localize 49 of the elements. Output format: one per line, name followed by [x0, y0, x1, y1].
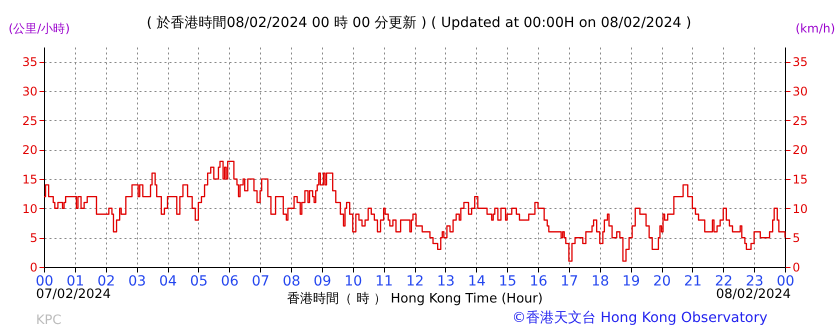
- y-tick-label: 15: [22, 172, 38, 186]
- x-tick-label: 11: [375, 274, 394, 290]
- x-tick-label: 20: [653, 274, 671, 290]
- x-tick-label: 12: [406, 274, 424, 290]
- x-tick-label: 22: [714, 274, 733, 290]
- x-tick-label: 01: [66, 274, 84, 290]
- y-tick-label: 30: [22, 84, 38, 98]
- y2-tick-label: 0: [792, 260, 800, 274]
- x-tick-label: 18: [591, 274, 610, 290]
- y2-axis-title: (km/h): [796, 22, 836, 36]
- x-axis-title: 香港時間（ 時 ） Hong Kong Time (Hour): [287, 292, 543, 306]
- x-tick-label: 19: [622, 274, 640, 290]
- x-tick-label: 21: [684, 274, 702, 290]
- x-tick-label: 17: [560, 274, 578, 290]
- y-tick-label: 10: [22, 202, 38, 216]
- y2-tick-label: 35: [792, 55, 808, 70]
- text: 07/02/2024: [36, 287, 111, 302]
- x-tick-label: 08: [282, 274, 300, 290]
- x-tick-label: 05: [190, 274, 208, 290]
- y2-tick-label: 30: [792, 84, 808, 98]
- y2-tick-label: 10: [792, 202, 808, 216]
- y2-tick-label: 15: [792, 172, 808, 186]
- x-tick-label: 14: [468, 274, 486, 290]
- y2-tick-label: 5: [792, 231, 800, 246]
- y-tick-label: 25: [22, 114, 38, 128]
- y-tick-label: 20: [22, 143, 38, 158]
- x-tick-label: 09: [313, 274, 332, 290]
- y-axis-title: (公里/小時): [8, 22, 70, 36]
- y2-tick-label: 20: [792, 143, 808, 158]
- x-tick-label: 00: [36, 274, 54, 290]
- text: 08/02/2024: [716, 287, 791, 302]
- x-tick-label: 04: [159, 274, 177, 290]
- text: KPC: [36, 313, 62, 328]
- text: ©香港天文台 Hong Kong Observatory: [512, 309, 768, 327]
- y-tick-label: 35: [22, 55, 38, 70]
- x-tick-label: 16: [530, 274, 548, 290]
- x-tick-label: 02: [97, 274, 116, 290]
- x-tick-label: 15: [498, 274, 517, 290]
- x-tick-label: 06: [220, 274, 239, 290]
- y2-tick-label: 25: [792, 114, 808, 128]
- x-tick-label: 23: [746, 274, 764, 290]
- x-tick-label: 07: [252, 274, 270, 290]
- x-tick-label: 13: [436, 274, 455, 290]
- chart-title: ( 於香港時間08/02/2024 00 時 00 分更新 ) ( Updated at 00:00H on 08/02/2024 ): [146, 15, 692, 31]
- y-tick-label: 0: [30, 260, 38, 274]
- x-tick-label: 03: [128, 274, 146, 290]
- y-tick-label: 5: [30, 231, 38, 246]
- x-tick-label: 10: [344, 274, 362, 290]
- x-tick-label: 00: [776, 274, 794, 290]
